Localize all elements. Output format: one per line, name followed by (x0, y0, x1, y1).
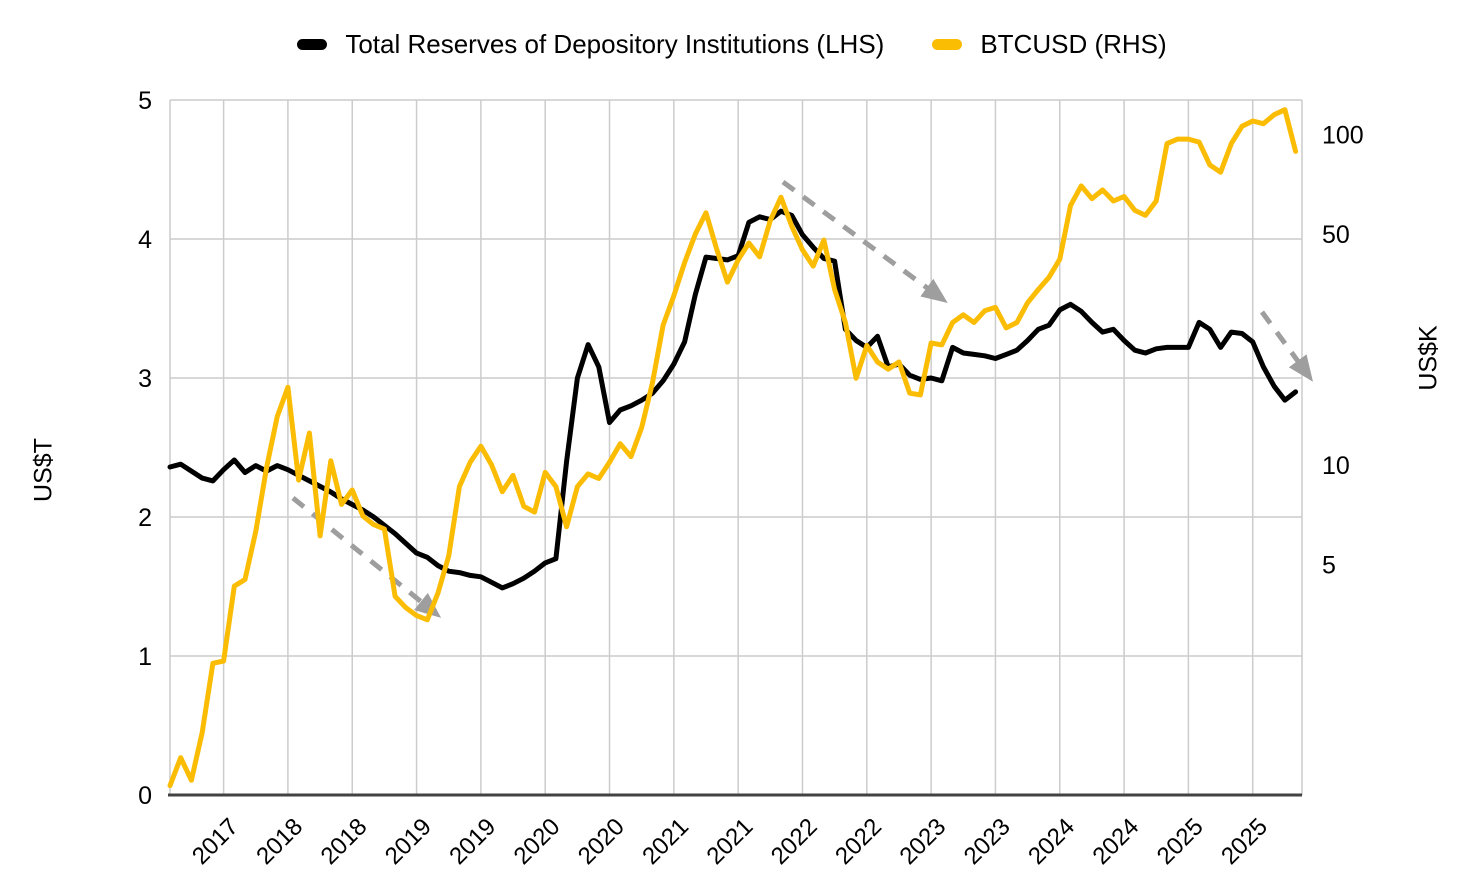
legend: Total Reserves of Depository Institution… (0, 26, 1464, 62)
svg-text:2019: 2019 (444, 813, 501, 870)
svg-text:100: 100 (1322, 122, 1364, 150)
svg-text:2022: 2022 (830, 813, 887, 870)
svg-text:2021: 2021 (637, 813, 694, 870)
legend-item-reserves: Total Reserves of Depository Institution… (297, 26, 884, 62)
svg-text:2023: 2023 (959, 813, 1016, 870)
left-axis-tick-labels: 0 1 2 3 4 5 (138, 87, 152, 810)
svg-text:2025: 2025 (1216, 813, 1273, 870)
svg-text:2024: 2024 (1087, 813, 1144, 870)
svg-text:1: 1 (138, 643, 152, 671)
svg-text:2021: 2021 (702, 813, 759, 870)
svg-text:10: 10 (1322, 452, 1350, 480)
reserves-legend-label: Total Reserves of Depository Institution… (345, 29, 885, 59)
svg-text:2020: 2020 (509, 813, 566, 870)
btcusd-line (167, 107, 1299, 789)
reserves-swatch-icon (297, 38, 328, 50)
trend-arrow-down-icon (1259, 310, 1313, 382)
svg-text:2023: 2023 (895, 813, 952, 870)
btcusd-swatch-icon (932, 38, 963, 50)
trend-arrow-down-icon (291, 496, 442, 618)
svg-text:2: 2 (138, 504, 152, 532)
svg-text:2024: 2024 (1023, 813, 1080, 870)
svg-text:2018: 2018 (251, 813, 308, 870)
right-axis-tick-labels: 5 10 50 100 (1322, 122, 1364, 580)
svg-text:2020: 2020 (573, 813, 630, 870)
trend-arrow-down-icon (781, 179, 948, 304)
svg-text:0: 0 (138, 782, 152, 810)
svg-text:3: 3 (138, 365, 152, 393)
svg-text:5: 5 (138, 87, 152, 115)
gridlines (169, 99, 1303, 795)
svg-text:2019: 2019 (380, 813, 437, 870)
legend-item-btcusd: BTCUSD (RHS) (932, 26, 1167, 62)
x-axis-tick-labels: 2017 2018 2018 2019 2019 2020 2020 2021 2021 2022… (187, 813, 1273, 870)
svg-text:2018: 2018 (316, 813, 373, 870)
svg-text:4: 4 (138, 226, 152, 254)
btcusd-legend-label: BTCUSD (RHS) (980, 29, 1167, 59)
svg-text:5: 5 (1322, 551, 1336, 579)
svg-text:2017: 2017 (187, 813, 244, 870)
svg-text:2022: 2022 (766, 813, 823, 870)
svg-text:2025: 2025 (1152, 813, 1209, 870)
svg-text:50: 50 (1322, 221, 1350, 249)
